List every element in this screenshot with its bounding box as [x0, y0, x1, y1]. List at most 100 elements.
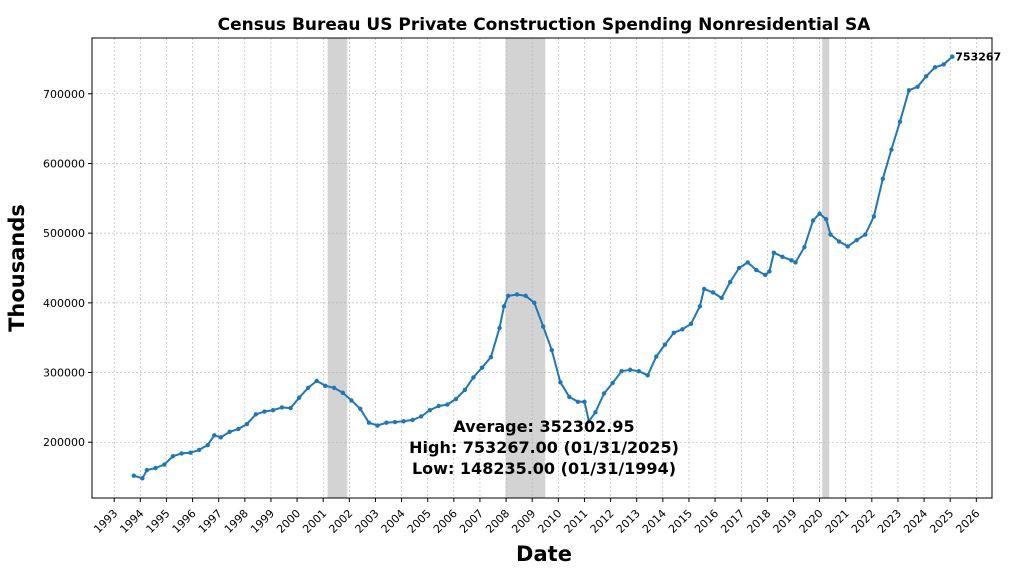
data-point — [140, 476, 145, 481]
data-point — [710, 290, 716, 295]
data-point — [923, 74, 929, 79]
data-point — [828, 232, 833, 237]
data-point — [227, 429, 232, 434]
data-point — [701, 286, 707, 292]
data-point — [889, 147, 894, 152]
data-point — [697, 304, 703, 309]
plot-frame — [91, 37, 993, 499]
data-point — [601, 391, 607, 396]
stats-low: Low: 148235.00 (01/31/1994) — [412, 459, 676, 478]
y-tick-label: 700000 — [43, 88, 85, 101]
data-point — [863, 232, 868, 237]
data-point — [296, 395, 302, 400]
data-point — [915, 84, 920, 89]
data-point — [323, 383, 328, 388]
data-point — [610, 380, 615, 386]
data-point — [179, 451, 184, 456]
data-point — [802, 244, 807, 250]
data-point — [410, 417, 415, 423]
data-point — [436, 403, 441, 409]
data-point — [593, 410, 598, 415]
data-point — [619, 368, 624, 374]
data-point — [212, 433, 217, 438]
data-point — [262, 409, 267, 414]
data-point — [392, 419, 398, 425]
data-point — [532, 300, 537, 306]
data-point — [505, 293, 511, 299]
data-point — [218, 435, 223, 440]
data-point — [349, 398, 354, 403]
data-point — [523, 293, 528, 299]
data-point — [196, 447, 202, 453]
data-point — [671, 330, 676, 336]
data-point — [754, 267, 759, 273]
last-value-label: 753267 — [955, 51, 1001, 64]
data-point — [279, 405, 285, 410]
y-tick-label: 400000 — [43, 297, 85, 310]
stats-high: High: 753267.00 (01/31/2025) — [409, 438, 679, 457]
data-point — [558, 380, 563, 385]
data-point — [941, 62, 946, 67]
y-axis-ticks: 200000 300000 400000 500000 600000 700000 — [43, 88, 92, 449]
data-point — [331, 385, 337, 391]
data-point — [627, 367, 633, 372]
data-point — [205, 442, 210, 448]
data-point — [636, 368, 641, 374]
recession-band-0 — [327, 38, 348, 498]
data-point — [680, 327, 685, 332]
x-axis-label: Date — [516, 542, 572, 566]
data-point — [771, 250, 777, 255]
data-point — [253, 412, 259, 417]
data-point — [131, 473, 136, 478]
data-point — [401, 419, 406, 424]
data-point — [479, 365, 485, 370]
recession-band-2 — [822, 38, 830, 498]
data-point — [736, 265, 742, 271]
data-point — [780, 254, 785, 260]
data-point — [418, 414, 424, 419]
data-point — [789, 258, 794, 263]
data-point — [427, 407, 432, 413]
data-point — [358, 406, 363, 411]
data-point — [384, 420, 389, 425]
data-point — [880, 176, 885, 181]
data-point — [162, 462, 167, 467]
data-point — [305, 385, 311, 391]
data-point — [871, 214, 877, 219]
data-point — [153, 465, 158, 471]
data-point — [763, 272, 768, 278]
data-point — [836, 239, 842, 244]
data-point — [471, 375, 476, 380]
data-point — [654, 354, 659, 359]
data-point — [854, 237, 859, 243]
recession-bands — [327, 38, 830, 498]
data-point — [288, 405, 293, 411]
recession-band-1 — [505, 38, 546, 498]
y-tick-label: 500000 — [43, 227, 85, 240]
data-point — [823, 217, 829, 222]
data-point — [453, 396, 459, 402]
data-point — [793, 260, 798, 265]
data-point — [845, 244, 850, 249]
data-point — [688, 321, 694, 326]
data-point — [906, 88, 912, 93]
data-point — [497, 325, 502, 331]
data-point — [817, 211, 822, 216]
data-point — [314, 378, 319, 384]
data-point — [728, 279, 733, 285]
data-point — [144, 467, 150, 473]
data-point — [582, 399, 587, 405]
data-point — [514, 292, 520, 297]
data-point — [897, 119, 903, 124]
chart-title: Census Bureau US Private Construction Sp… — [218, 15, 872, 35]
data-point — [445, 402, 450, 407]
data-point — [586, 419, 592, 424]
data-point — [501, 304, 507, 309]
data-point — [340, 390, 345, 395]
data-point — [567, 394, 572, 400]
data-point — [170, 453, 176, 459]
stats-average: Average: 352302.95 — [453, 417, 634, 436]
series-layer — [131, 54, 955, 481]
